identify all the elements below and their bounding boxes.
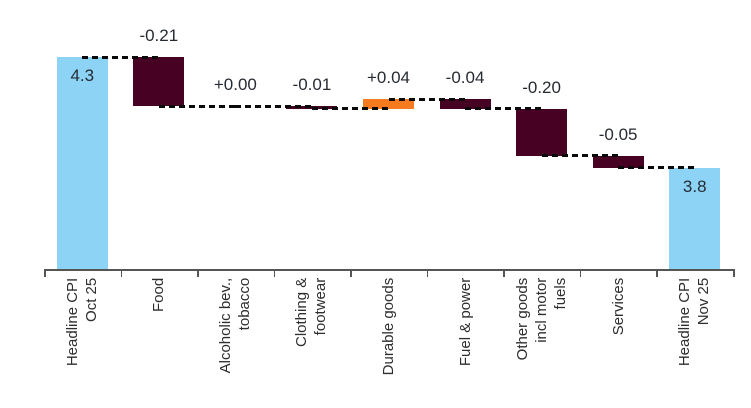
category-label-text: Fuel & power <box>456 277 474 366</box>
category-label-text: Clothing & footwear <box>293 277 330 347</box>
axis-tick <box>197 269 199 277</box>
category-label-headline-cpi-nov-25: Headline CPI Nov 25 <box>656 277 733 402</box>
axis-tick <box>426 269 429 277</box>
value-label-headline-cpi-oct-25: 4.3 <box>70 66 95 85</box>
axis-tick <box>350 269 352 277</box>
axis-tick <box>44 269 46 277</box>
bar-durable-goods <box>363 99 414 109</box>
category-label-fuel-power: Fuel & power <box>427 277 504 402</box>
axis-tick <box>733 269 735 277</box>
bar-services <box>592 155 644 168</box>
category-label-durable-goods: Durable goods <box>350 277 427 402</box>
connector-line <box>235 104 312 108</box>
value-label-fuel-power: -0.04 <box>445 68 485 88</box>
value-label-food: -0.21 <box>139 26 179 45</box>
category-label-alcoholic-bev-tobacco: Alcoholic bev., tobacco <box>197 277 274 402</box>
category-label-text: Durable goods <box>379 277 397 376</box>
x-axis-line <box>44 269 733 271</box>
category-label-text: Other goods incl motor fuels <box>514 277 570 361</box>
value-label-clothing-footwear: -0.01 <box>292 75 332 95</box>
category-label-clothing-footwear: Clothing & footwear <box>274 277 351 402</box>
category-label-headline-cpi-oct-25: Headline CPI Oct 25 <box>44 277 121 402</box>
value-label-durable-goods: +0.04 <box>366 68 410 88</box>
value-label-alcoholic-bev-tobacco: +0.00 <box>213 75 257 95</box>
axis-tick <box>579 269 582 277</box>
axis-tick <box>120 269 123 277</box>
connector-line <box>311 107 389 111</box>
category-label-text: Headline CPI Nov 25 <box>676 277 713 366</box>
axis-tick <box>503 269 505 277</box>
value-label-other-goods-incl-motor-fuels: -0.20 <box>522 77 561 97</box>
connector-line <box>465 107 542 111</box>
bar-fuel-power <box>439 99 491 109</box>
connector-line <box>388 97 466 101</box>
category-label-other-goods-incl-motor-fuels: Other goods incl motor fuels <box>503 277 580 402</box>
category-label-text: Alcoholic bev., tobacco <box>217 277 254 374</box>
connector-line <box>158 104 236 108</box>
category-label-text: Headline CPI Oct 25 <box>64 277 101 366</box>
axis-tick <box>273 269 276 277</box>
value-label-services: -0.05 <box>598 124 638 144</box>
value-label-headline-cpi-nov-25: 3.8 <box>682 176 707 196</box>
category-label-services: Services <box>580 277 657 402</box>
bar-headline-cpi-oct-25 <box>56 57 108 269</box>
connector-line <box>541 154 619 158</box>
axis-tick <box>656 269 658 277</box>
category-label-text: Services <box>609 277 627 336</box>
bar-food <box>133 57 185 107</box>
category-label-text: Food <box>150 277 168 312</box>
bar-headline-cpi-nov-25 <box>669 167 721 269</box>
category-label-food: Food <box>121 277 198 402</box>
connector-line <box>618 166 695 170</box>
connector-line <box>82 55 159 59</box>
bar-other-goods-incl-motor-fuels <box>516 108 568 156</box>
